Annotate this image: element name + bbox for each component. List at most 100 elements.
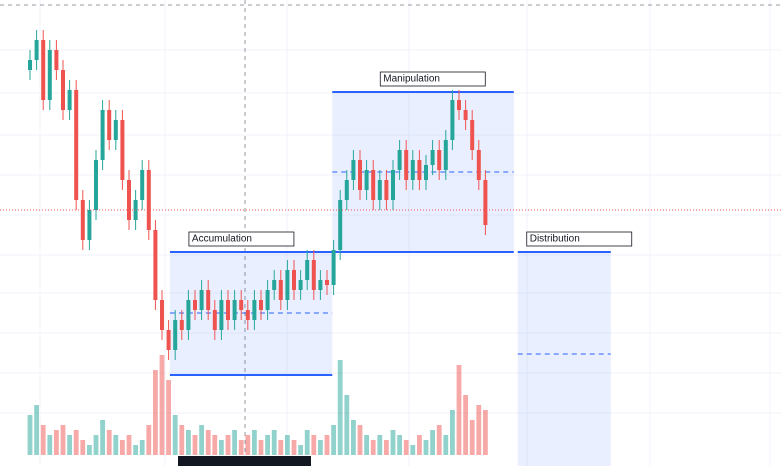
candle-body — [397, 150, 402, 170]
candles — [28, 30, 488, 360]
volume-bar — [318, 440, 323, 455]
candle-body — [285, 270, 290, 300]
volume-bar — [337, 360, 343, 455]
candle-body — [153, 230, 158, 300]
volume-bar — [417, 435, 422, 455]
candle-body — [54, 50, 59, 70]
volume-bar — [106, 430, 112, 455]
volume-bar — [205, 430, 211, 455]
volume-bar — [133, 445, 138, 455]
candle-body — [331, 250, 336, 285]
volume-bar — [258, 440, 264, 455]
candle-body — [371, 170, 376, 200]
zone-label-box — [379, 71, 486, 87]
volume-bar — [93, 435, 99, 455]
volume-bar — [403, 440, 409, 455]
volume-bar — [344, 395, 350, 455]
volume-bar — [186, 430, 191, 455]
time-range-marker — [178, 456, 311, 466]
volume-bar — [139, 440, 145, 455]
volume-bar — [34, 405, 39, 455]
volume-bar — [54, 430, 59, 455]
volume-bar — [397, 435, 402, 455]
volume-bar — [271, 430, 277, 455]
candle-body — [377, 180, 382, 200]
candle-body — [443, 140, 448, 170]
volume-bar — [166, 380, 171, 455]
candle-body — [120, 120, 125, 180]
candle-body — [239, 300, 244, 310]
candle-body — [179, 320, 184, 330]
volume-bar — [324, 435, 330, 455]
candle-body — [437, 150, 442, 170]
candle-body — [252, 300, 257, 320]
volume-bar — [384, 440, 389, 455]
candle-body — [34, 40, 39, 60]
volume-bar — [357, 425, 363, 455]
candle-body — [80, 200, 85, 240]
volume-bar — [456, 365, 462, 455]
volume-bar — [311, 435, 317, 455]
volume-bar — [377, 435, 383, 455]
volume-bar — [370, 440, 376, 455]
candle-body — [318, 280, 323, 290]
candle-body — [47, 50, 52, 100]
volume-bar — [430, 430, 435, 455]
volume-bar — [146, 425, 152, 455]
candle-body — [476, 150, 481, 180]
volume-bar — [120, 440, 125, 455]
volume-bar — [100, 420, 105, 455]
volume-bar — [285, 435, 290, 455]
candle-body — [344, 180, 349, 200]
candle-body — [74, 90, 79, 200]
candle-body — [67, 90, 72, 110]
volume-bar — [450, 410, 455, 455]
candle-body — [483, 180, 488, 225]
zone-label: Accumulation — [192, 234, 252, 245]
volume-bar — [238, 440, 244, 455]
candle-body — [417, 160, 422, 180]
volume-bar — [252, 430, 257, 455]
candle-body — [100, 110, 105, 160]
volume-bar — [232, 430, 237, 455]
volume-bar — [73, 430, 79, 455]
volume-bar — [469, 420, 475, 455]
candle-body — [410, 160, 415, 180]
volume-bar — [87, 445, 92, 455]
volume-bar — [40, 425, 46, 455]
candle-body — [404, 150, 409, 180]
candle-body — [457, 100, 461, 110]
candle-body — [226, 300, 230, 320]
candle-body — [173, 320, 178, 350]
volume-bar — [159, 355, 165, 455]
volume-bar — [172, 415, 178, 455]
candle-body — [338, 200, 343, 250]
volume-bar — [298, 445, 303, 455]
volume-bar — [278, 440, 284, 455]
volume-bar — [364, 435, 369, 455]
volume-bar — [423, 440, 429, 455]
zone-label-box — [526, 231, 633, 247]
volume-bar — [436, 425, 442, 455]
volume-bar — [67, 435, 72, 455]
candle-body — [160, 300, 164, 330]
candle-body — [364, 170, 369, 190]
candle-body — [351, 160, 356, 180]
volume-bar — [113, 435, 119, 455]
candle-body — [127, 180, 131, 220]
candle-body — [272, 280, 277, 290]
volume-bar — [390, 430, 396, 455]
volume-bar — [351, 420, 356, 455]
zone-label: Manipulation — [383, 74, 440, 85]
volume-bar — [410, 445, 416, 455]
volume-bar — [245, 435, 251, 455]
volume-bar — [80, 440, 86, 455]
volume-bar — [47, 435, 53, 455]
candle-body — [325, 280, 329, 285]
candle-body — [450, 100, 455, 140]
candle-body — [146, 170, 151, 230]
candle-body — [384, 180, 389, 200]
candle-body — [430, 150, 435, 165]
candle-body — [166, 330, 171, 350]
